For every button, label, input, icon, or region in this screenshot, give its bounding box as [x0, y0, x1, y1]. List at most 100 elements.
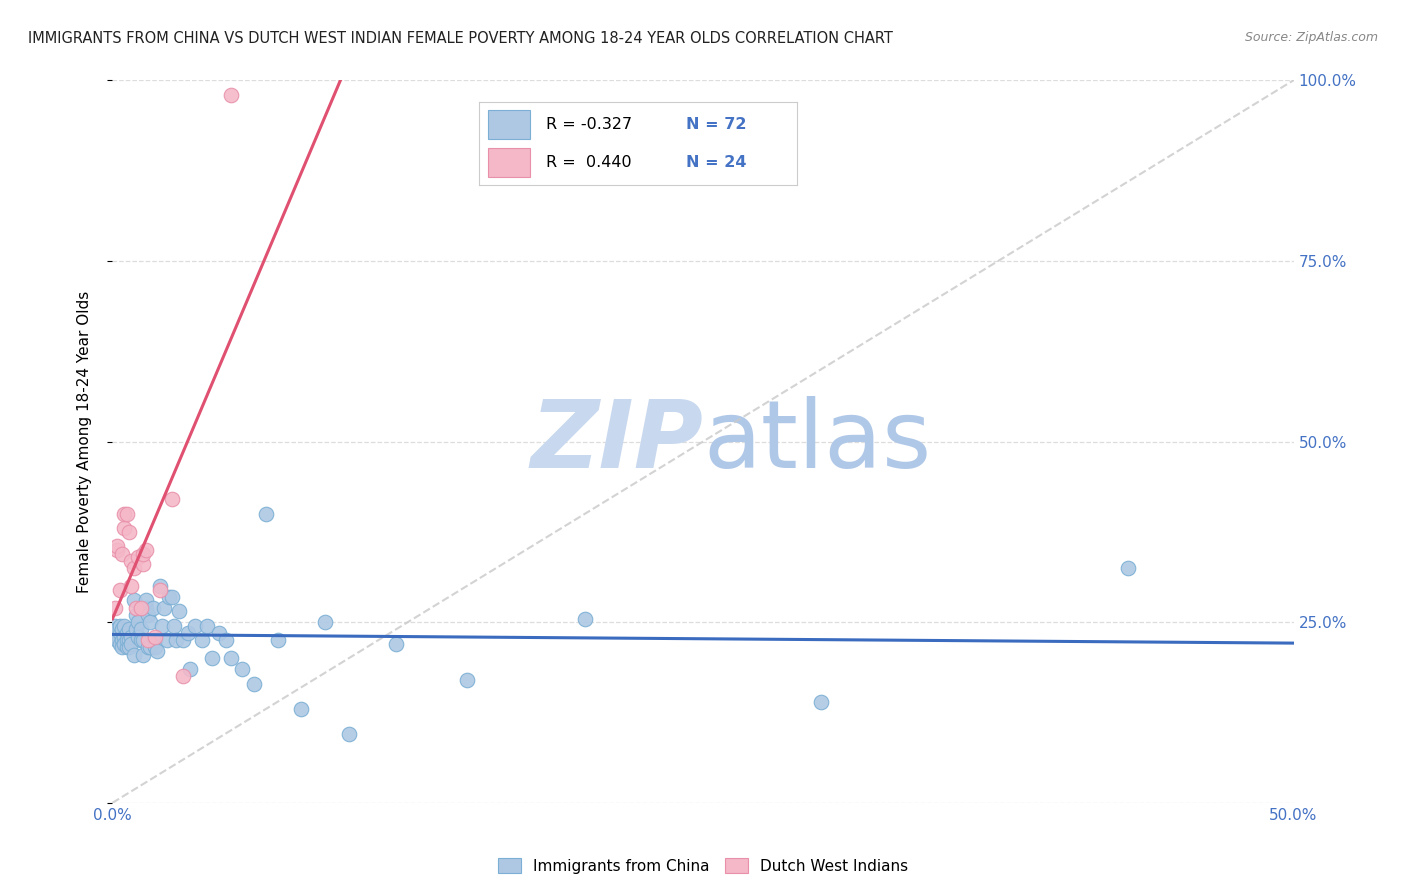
Point [136, 640, 159, 655]
Point [1116, 561, 1139, 575]
Point [143, 640, 166, 655]
Point [118, 633, 141, 648]
Point [112, 521, 135, 535]
Point [201, 651, 224, 665]
Point [146, 644, 169, 658]
Point [112, 507, 135, 521]
Point [150, 619, 173, 633]
Point [135, 600, 157, 615]
Point [129, 623, 152, 637]
Text: ZIP: ZIP [530, 395, 703, 488]
Point [195, 619, 218, 633]
Point [177, 626, 200, 640]
Point [149, 579, 172, 593]
Point [122, 648, 145, 662]
Point [118, 623, 141, 637]
Point [111, 640, 134, 655]
Point [120, 554, 142, 568]
Point [115, 633, 138, 648]
Point [112, 637, 135, 651]
Point [153, 600, 176, 615]
Point [135, 593, 157, 607]
Point [156, 633, 179, 648]
Text: atlas: atlas [703, 395, 931, 488]
Point [290, 702, 312, 716]
Point [219, 651, 242, 665]
Point [243, 676, 266, 690]
Point [132, 547, 155, 561]
Text: IMMIGRANTS FROM CHINA VS DUTCH WEST INDIAN FEMALE POVERTY AMONG 18-24 YEAR OLDS : IMMIGRANTS FROM CHINA VS DUTCH WEST INDI… [28, 31, 893, 46]
Point [231, 662, 253, 676]
Point [120, 637, 142, 651]
Point [208, 626, 231, 640]
Point [574, 611, 596, 625]
Point [125, 607, 148, 622]
Point [122, 593, 145, 607]
Point [120, 630, 142, 644]
Point [456, 673, 478, 687]
Point [108, 637, 131, 651]
Point [215, 633, 238, 648]
Point [120, 579, 142, 593]
Point [105, 633, 128, 648]
Point [111, 633, 134, 648]
Point [149, 582, 172, 597]
Point [111, 547, 134, 561]
Point [136, 607, 159, 622]
Point [105, 623, 128, 637]
Point [314, 615, 336, 630]
Point [118, 640, 141, 655]
Point [165, 633, 187, 648]
Point [129, 633, 152, 648]
Point [118, 524, 141, 539]
Point [810, 695, 832, 709]
Point [108, 626, 131, 640]
Point [267, 633, 290, 648]
Point [104, 619, 127, 633]
Point [132, 633, 155, 648]
Point [163, 619, 186, 633]
Point [127, 615, 149, 630]
Point [135, 542, 157, 557]
Point [219, 87, 242, 102]
Point [385, 637, 408, 651]
Point [125, 600, 148, 615]
Point [108, 619, 131, 633]
Point [179, 662, 201, 676]
Point [111, 623, 134, 637]
Point [115, 626, 138, 640]
Point [139, 640, 162, 655]
Point [115, 640, 138, 655]
Point [142, 600, 165, 615]
Point [191, 633, 214, 648]
Point [136, 633, 159, 648]
Point [115, 507, 138, 521]
Point [104, 600, 127, 615]
Text: Source: ZipAtlas.com: Source: ZipAtlas.com [1244, 31, 1378, 45]
Point [167, 604, 190, 618]
Point [105, 542, 128, 557]
Legend: Immigrants from China, Dutch West Indians: Immigrants from China, Dutch West Indian… [492, 852, 914, 880]
Point [172, 633, 194, 648]
Point [105, 539, 128, 553]
Point [104, 630, 127, 644]
Point [160, 590, 183, 604]
Point [108, 582, 131, 597]
Point [122, 561, 145, 575]
Point [143, 633, 166, 648]
Point [129, 600, 152, 615]
Point [160, 492, 183, 507]
Point [143, 630, 166, 644]
Point [184, 619, 207, 633]
Point [132, 558, 155, 572]
Point [172, 669, 194, 683]
Point [125, 623, 148, 637]
Point [337, 727, 360, 741]
Point [127, 550, 149, 565]
Point [132, 648, 155, 662]
Point [112, 619, 135, 633]
Point [139, 615, 162, 630]
Point [157, 590, 180, 604]
Point [254, 507, 277, 521]
Point [112, 630, 135, 644]
